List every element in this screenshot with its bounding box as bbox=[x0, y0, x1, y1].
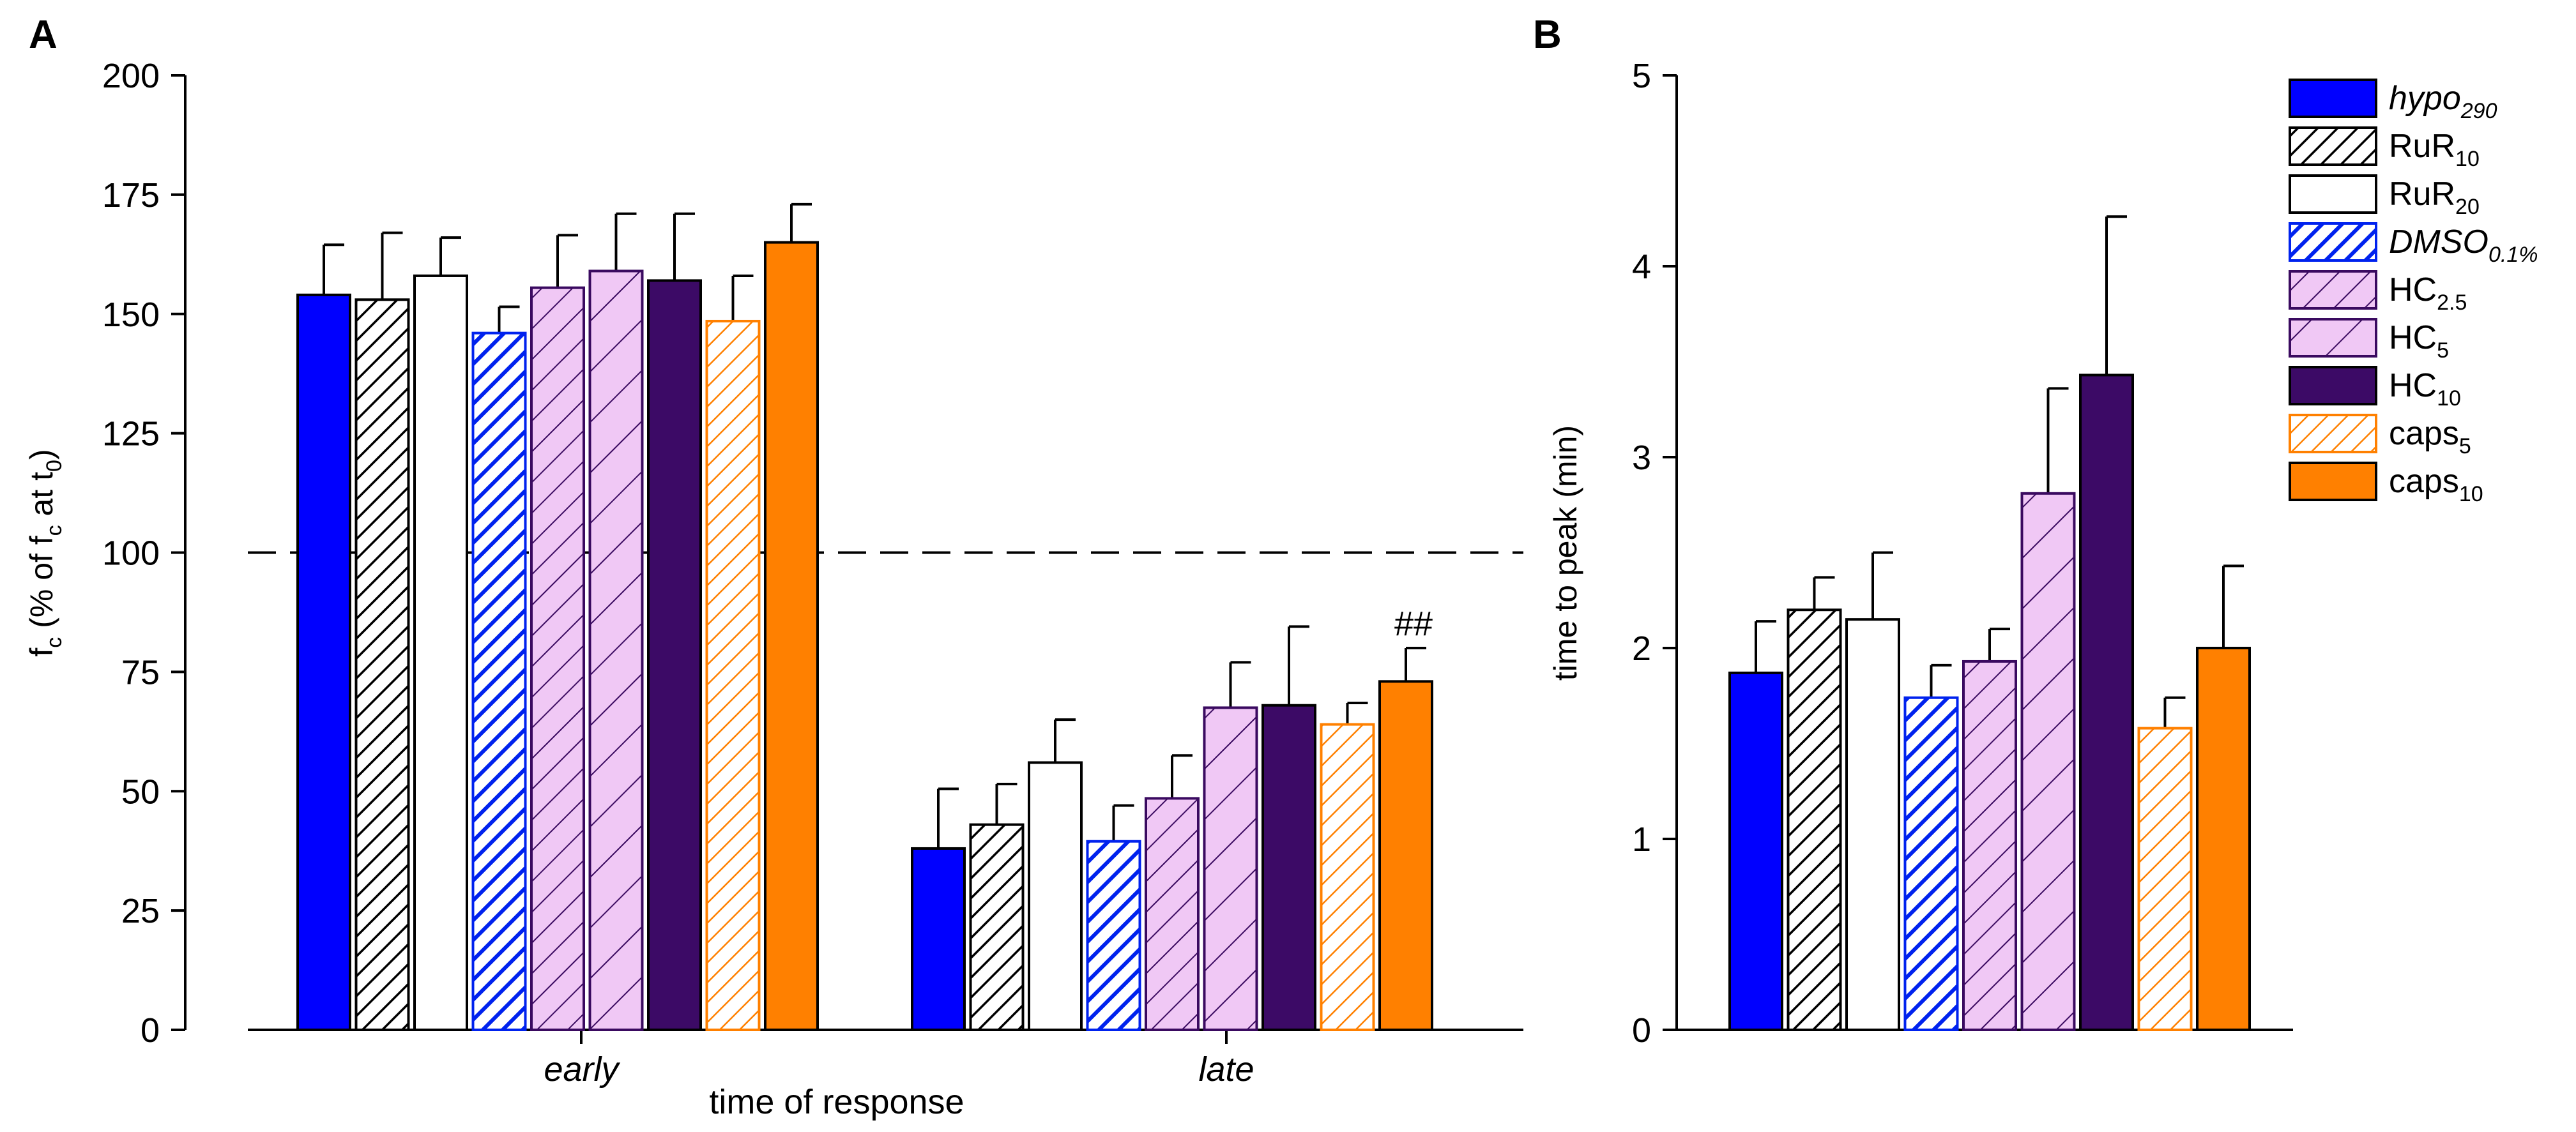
legend-label-rur20: RuR20 bbox=[2389, 176, 2480, 219]
y-tick-label: 1 bbox=[1632, 820, 1651, 859]
y-tick-label: 0 bbox=[141, 1011, 160, 1050]
bar-late-caps5 bbox=[1320, 723, 1375, 1031]
bar-caps10 bbox=[2196, 647, 2251, 1031]
legend-label-hc2-5: HC2.5 bbox=[2389, 271, 2467, 315]
legend-swatch-caps5 bbox=[2289, 414, 2377, 453]
legend-swatch-hc10 bbox=[2289, 366, 2377, 405]
y-tick-label: 175 bbox=[102, 176, 160, 215]
bar-rur10 bbox=[1787, 608, 1842, 1031]
y-tick-label: 200 bbox=[102, 57, 160, 95]
y-axis-label: fc (% of fc at t0) bbox=[24, 449, 66, 656]
x-tick-label-early: early bbox=[544, 1050, 620, 1089]
legend: hypo290RuR10RuR20DMSO0.1%HC2.5HC5HC10cap… bbox=[2289, 79, 2538, 506]
legend-label-hc10: HC10 bbox=[2389, 367, 2461, 411]
y-axis-label: time to peak (min) bbox=[1548, 425, 1583, 681]
y-tick-label: 25 bbox=[121, 892, 160, 930]
bar-late-hc5 bbox=[1203, 706, 1258, 1031]
legend-label-dmso0-1-: DMSO0.1% bbox=[2389, 223, 2538, 267]
bar-early-hc2-5 bbox=[530, 286, 585, 1032]
legend-label-hc5: HC5 bbox=[2389, 319, 2449, 363]
legend-swatch-hypo290 bbox=[2289, 79, 2377, 118]
panel-b-label: B bbox=[1533, 13, 1562, 57]
legend-label-hypo290: hypo290 bbox=[2389, 80, 2497, 123]
legend-label-rur10: RuR10 bbox=[2389, 128, 2480, 171]
legend-swatch-hc5 bbox=[2289, 318, 2377, 358]
y-tick-label: 50 bbox=[121, 773, 160, 811]
bar-dmso0-1- bbox=[1903, 696, 1959, 1031]
x-axis-label: time of response bbox=[709, 1083, 964, 1121]
y-tick-label: 150 bbox=[102, 296, 160, 334]
bar-late-hypo290 bbox=[911, 847, 966, 1031]
bar-hc10 bbox=[2079, 374, 2134, 1031]
y-tick-label: 0 bbox=[1632, 1011, 1651, 1050]
y-tick-label: 3 bbox=[1632, 439, 1651, 477]
y-tick-label: 2 bbox=[1632, 630, 1651, 668]
bar-early-caps10 bbox=[764, 241, 819, 1031]
bar-early-rur20 bbox=[413, 274, 468, 1032]
y-tick-label: 4 bbox=[1632, 248, 1651, 286]
legend-swatch-rur20 bbox=[2289, 174, 2377, 214]
bar-rur20 bbox=[1845, 618, 1900, 1031]
bar-early-hc10 bbox=[647, 279, 702, 1031]
legend-swatch-rur10 bbox=[2289, 126, 2377, 166]
bar-hc2-5 bbox=[1962, 660, 2017, 1032]
y-tick-label: 125 bbox=[102, 415, 160, 453]
bar-late-rur20 bbox=[1028, 761, 1083, 1032]
bar-late-caps10 bbox=[1378, 680, 1433, 1031]
y-tick-label: 5 bbox=[1632, 57, 1651, 95]
bar-caps5 bbox=[2137, 727, 2193, 1031]
y-tick-label: 100 bbox=[102, 534, 160, 573]
legend-swatch-hc2-5 bbox=[2289, 270, 2377, 310]
y-tick-label: 75 bbox=[121, 653, 160, 691]
bar-late-hc10 bbox=[1261, 704, 1316, 1031]
bar-early-caps5 bbox=[705, 319, 761, 1031]
legend-label-caps10: caps10 bbox=[2389, 463, 2483, 506]
bar-late-dmso0-1- bbox=[1086, 840, 1141, 1032]
bar-early-dmso0-1- bbox=[471, 331, 527, 1031]
panel-a-chart: 0 25 50 75 100 125 150 175 200 fc (% of fc at t0)… bbox=[24, 57, 1523, 1121]
bar-early-hypo290 bbox=[296, 293, 351, 1032]
bar-hc5 bbox=[2020, 492, 2076, 1031]
bar-early-hc5 bbox=[588, 269, 644, 1032]
legend-swatch-caps10 bbox=[2289, 462, 2377, 501]
legend-label-caps5: caps5 bbox=[2389, 415, 2471, 458]
panel-a-label: A bbox=[29, 13, 57, 57]
bar-hypo290 bbox=[1728, 671, 1783, 1031]
x-tick-label-late: late bbox=[1198, 1050, 1254, 1089]
significance-annotation: ## bbox=[1394, 605, 1433, 643]
panel-b-chart: 0 1 2 3 4 5 time to peak (min) bbox=[1548, 57, 2293, 1050]
bar-late-rur10 bbox=[969, 823, 1025, 1031]
bar-early-rur10 bbox=[354, 298, 410, 1032]
legend-swatch-dmso0-1- bbox=[2289, 222, 2377, 262]
bar-late-hc2-5 bbox=[1145, 797, 1200, 1032]
